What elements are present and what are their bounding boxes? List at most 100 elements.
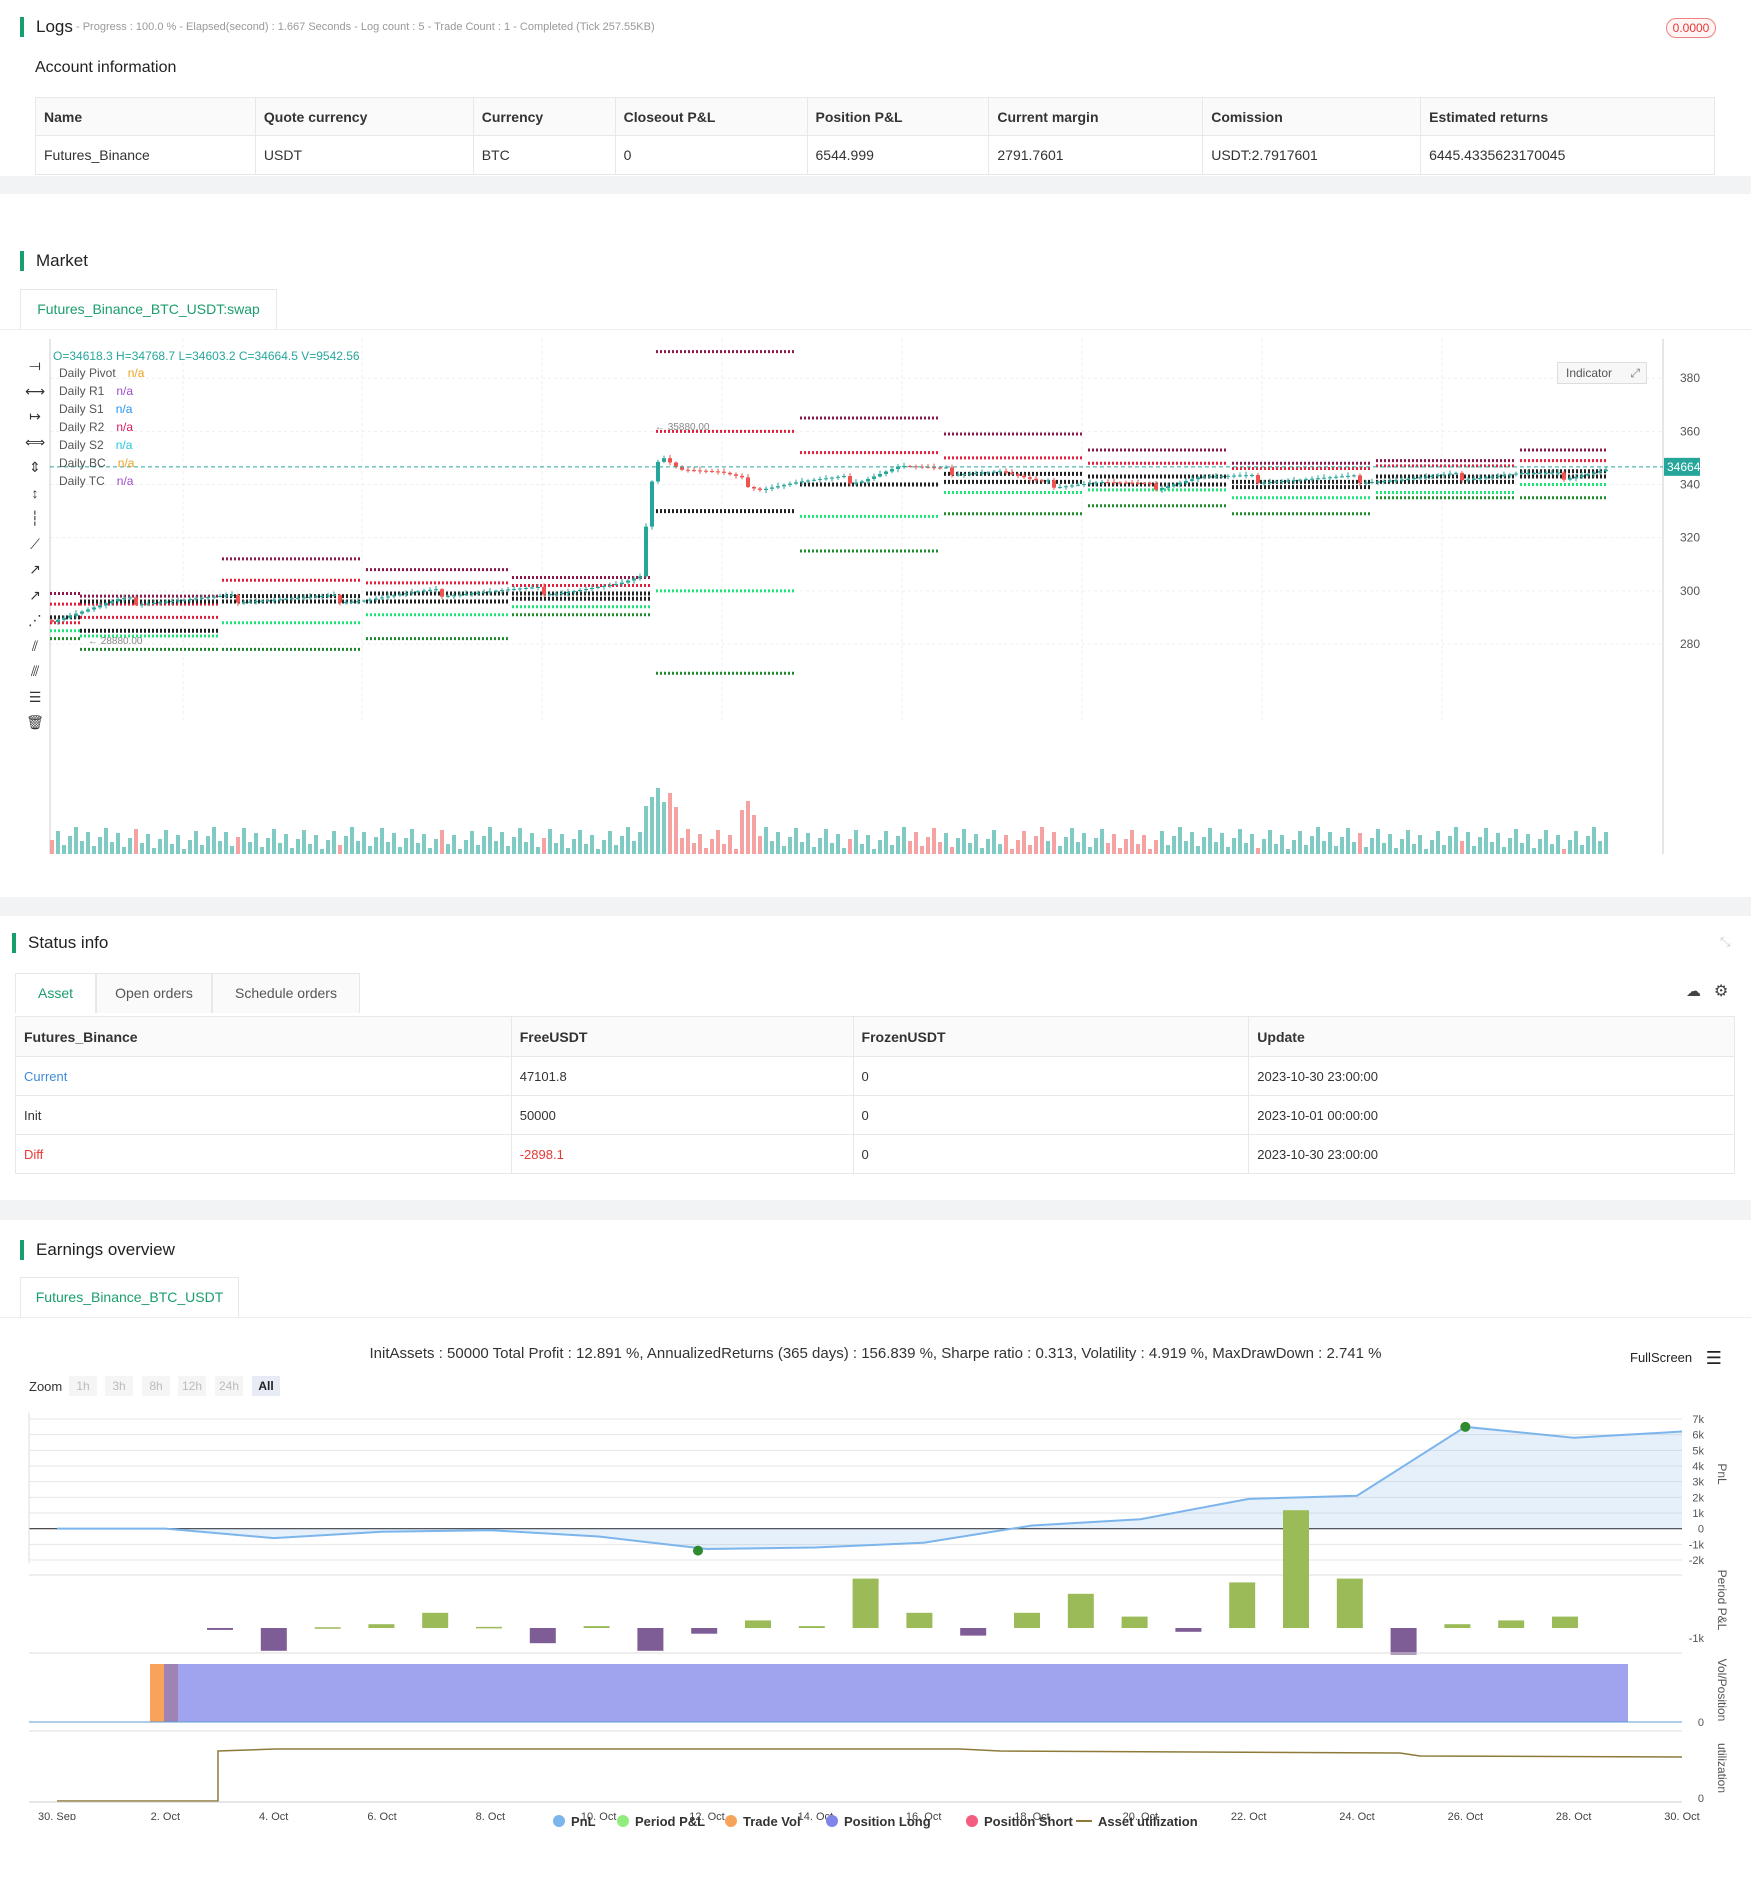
candle-body bbox=[1010, 472, 1014, 475]
trend-line-icon[interactable]: ⟋ bbox=[30, 535, 40, 552]
candle-body bbox=[188, 599, 192, 601]
date-tick-label: 4. Oct bbox=[259, 1811, 288, 1820]
volume-bar bbox=[1406, 830, 1410, 854]
volume-bar bbox=[1046, 841, 1050, 854]
candle-body bbox=[86, 609, 90, 612]
account-information-title: Account information bbox=[35, 59, 177, 76]
volume-bar bbox=[68, 836, 72, 854]
menu-icon: ☰ bbox=[1705, 1348, 1722, 1368]
indicator-button[interactable]: Indicator ⤢ bbox=[1557, 362, 1647, 384]
candle-body bbox=[206, 597, 210, 599]
volume-bar bbox=[1148, 849, 1152, 854]
candle-body bbox=[446, 595, 450, 597]
volume-bar bbox=[1250, 834, 1254, 854]
legend-position-long[interactable]: Position Long bbox=[826, 1814, 931, 1829]
candle-body bbox=[1322, 477, 1326, 479]
pnl-tick-label: -2k bbox=[1689, 1555, 1705, 1567]
period-pnl-bar bbox=[691, 1628, 718, 1634]
parallel-channel-icon[interactable]: ⫽ bbox=[31, 637, 39, 654]
status-tab-schedule-orders[interactable]: Schedule orders bbox=[212, 973, 360, 1013]
volume-bar bbox=[992, 830, 996, 854]
candle-body bbox=[254, 601, 258, 603]
candle-body bbox=[1430, 475, 1434, 477]
zoom-24h-button[interactable]: 24h bbox=[215, 1376, 243, 1396]
volume-bar bbox=[878, 840, 882, 854]
crosshair-icon[interactable]: ⟞ bbox=[29, 357, 41, 373]
legend-asset-utilization[interactable]: Asset utilization bbox=[1076, 1814, 1198, 1829]
volume-bar bbox=[770, 841, 774, 854]
fullscreen-button[interactable]: FullScreen ☰ bbox=[1630, 1348, 1722, 1369]
legend-pnl[interactable]: PnL bbox=[553, 1814, 596, 1829]
status-tab-asset[interactable]: Asset bbox=[15, 973, 96, 1013]
volume-bar bbox=[1448, 836, 1452, 854]
candle-body bbox=[494, 590, 498, 592]
zoom-1h-button[interactable]: 1h bbox=[69, 1376, 97, 1396]
candle-body bbox=[860, 481, 864, 483]
volume-bar bbox=[860, 844, 864, 854]
volume-bar bbox=[308, 844, 312, 854]
candle-body bbox=[1334, 476, 1338, 478]
vertical-line-icon[interactable]: ┆ bbox=[30, 510, 40, 526]
candle-body bbox=[1586, 473, 1590, 476]
price-tick-label: 34000.00 bbox=[1680, 478, 1700, 492]
market-symbol-tab[interactable]: Futures_Binance_BTC_USDT:swap bbox=[20, 289, 277, 329]
earnings-chart[interactable]: 7k 6k 5k 4k 3k 2k 1k 0 -1k -2k -1k 0 0 PnL Period P&L V… bbox=[0, 1220, 1751, 1820]
extended-line-icon[interactable]: ⟺ bbox=[24, 433, 46, 450]
candle-body bbox=[512, 588, 516, 590]
period-pnl-bar bbox=[1229, 1582, 1256, 1628]
fib-levels-icon[interactable]: ☰ bbox=[28, 688, 42, 705]
candle-body bbox=[392, 595, 396, 597]
status-tab-open-orders[interactable]: Open orders bbox=[96, 973, 212, 1013]
vertical-arrow-icon[interactable]: ⇕ bbox=[29, 459, 41, 475]
volume-bar bbox=[1328, 832, 1332, 854]
collapse-icon[interactable]: ⤡ bbox=[1720, 934, 1731, 949]
asset-table: Futures_Binance FreeUSDT FrozenUSDT Update … bbox=[15, 1016, 1735, 1174]
settings-gear-icon[interactable]: ⚙ bbox=[1714, 983, 1729, 1000]
arrow-line-icon[interactable]: ↗ bbox=[29, 586, 41, 603]
indicator-row: Daily S2 n/a bbox=[59, 438, 132, 452]
volume-bar bbox=[542, 838, 546, 854]
candle-body bbox=[212, 596, 216, 598]
candle-body bbox=[314, 596, 318, 598]
legend-position-short[interactable]: Position Short bbox=[966, 1814, 1073, 1829]
legend-trade-vol[interactable]: Trade Vol bbox=[725, 1814, 801, 1829]
legend-line-icon bbox=[1076, 1820, 1092, 1822]
price-range-icon[interactable]: ⋰ bbox=[28, 612, 42, 628]
candle-body bbox=[500, 590, 504, 592]
zoom-all-button[interactable]: All bbox=[252, 1376, 280, 1396]
volume-bar bbox=[962, 829, 966, 854]
earnings-symbol-tab[interactable]: Futures_Binance_BTC_USDT bbox=[20, 1277, 239, 1317]
vertical-segment-icon[interactable]: ↕ bbox=[31, 484, 39, 501]
download-icon[interactable]: ☁ bbox=[1686, 983, 1701, 1000]
volume-bar bbox=[794, 828, 798, 854]
expand-icon: ⤢ bbox=[1630, 366, 1640, 380]
period-pnl-bar bbox=[1175, 1628, 1202, 1632]
candlestick-chart[interactable]: 40000.0038000.0036000.0034000.0032000.00… bbox=[0, 334, 1700, 854]
zoom-8h-button[interactable]: 8h bbox=[142, 1376, 170, 1396]
logs-badge[interactable]: 0.0000 bbox=[1666, 18, 1716, 38]
ray-icon[interactable]: ↗ bbox=[29, 561, 41, 577]
volume-bar bbox=[896, 836, 900, 854]
volume-bar bbox=[1028, 845, 1032, 854]
trash-icon[interactable]: 🗑 bbox=[26, 714, 44, 730]
zoom-12h-button[interactable]: 12h bbox=[178, 1376, 206, 1396]
fib-retracement-icon[interactable]: ⫻ bbox=[30, 663, 40, 679]
volume-bar bbox=[566, 848, 570, 854]
zoom-3h-button[interactable]: 3h bbox=[105, 1376, 133, 1396]
candle-body bbox=[1436, 475, 1440, 477]
volume-bar bbox=[1256, 848, 1260, 854]
candle-body bbox=[1274, 481, 1278, 483]
volume-bar bbox=[470, 831, 474, 854]
candle-body bbox=[242, 602, 246, 604]
candle-body bbox=[1316, 478, 1320, 480]
volume-bar bbox=[1334, 846, 1338, 854]
candle-body bbox=[1490, 476, 1494, 478]
volume-bar bbox=[152, 848, 156, 854]
legend-period-p-l[interactable]: Period P&L bbox=[617, 1814, 705, 1829]
candle-body bbox=[1106, 482, 1110, 484]
volume-bar bbox=[578, 830, 582, 854]
volume-bar bbox=[362, 832, 366, 854]
volume-bar bbox=[1454, 827, 1458, 854]
horizontal-line-icon[interactable]: ⟷ bbox=[24, 382, 46, 399]
horizontal-ray-icon[interactable]: ↦ bbox=[29, 408, 41, 424]
